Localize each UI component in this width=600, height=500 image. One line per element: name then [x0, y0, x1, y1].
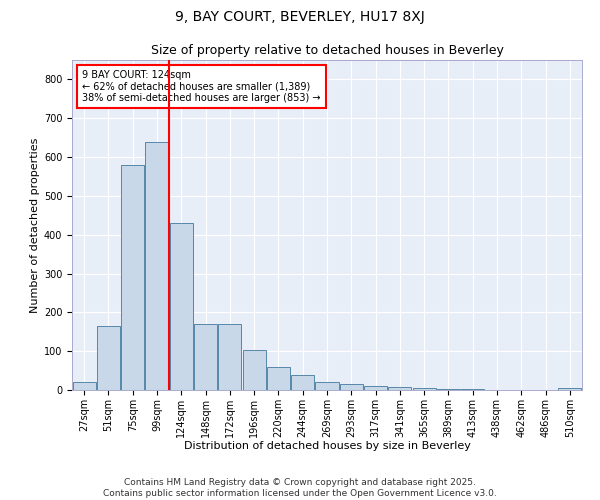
Bar: [461, 389, 484, 390]
Text: Contains HM Land Registry data © Crown copyright and database right 2025.
Contai: Contains HM Land Registry data © Crown c…: [103, 478, 497, 498]
Bar: [194, 324, 217, 390]
Bar: [145, 142, 169, 390]
Text: 9, BAY COURT, BEVERLEY, HU17 8XJ: 9, BAY COURT, BEVERLEY, HU17 8XJ: [175, 10, 425, 24]
Bar: [267, 368, 290, 390]
Bar: [340, 384, 363, 390]
Bar: [316, 382, 338, 390]
Bar: [437, 389, 460, 390]
Bar: [388, 387, 412, 390]
Bar: [364, 386, 387, 390]
Bar: [242, 350, 266, 390]
Bar: [170, 223, 193, 390]
Bar: [73, 382, 95, 390]
Y-axis label: Number of detached properties: Number of detached properties: [29, 138, 40, 312]
Bar: [413, 388, 436, 390]
X-axis label: Distribution of detached houses by size in Beverley: Distribution of detached houses by size …: [184, 441, 470, 451]
Bar: [559, 388, 581, 390]
Title: Size of property relative to detached houses in Beverley: Size of property relative to detached ho…: [151, 44, 503, 58]
Bar: [291, 375, 314, 390]
Bar: [218, 324, 241, 390]
Text: 9 BAY COURT: 124sqm
← 62% of detached houses are smaller (1,389)
38% of semi-det: 9 BAY COURT: 124sqm ← 62% of detached ho…: [82, 70, 320, 103]
Bar: [97, 326, 120, 390]
Bar: [121, 165, 144, 390]
